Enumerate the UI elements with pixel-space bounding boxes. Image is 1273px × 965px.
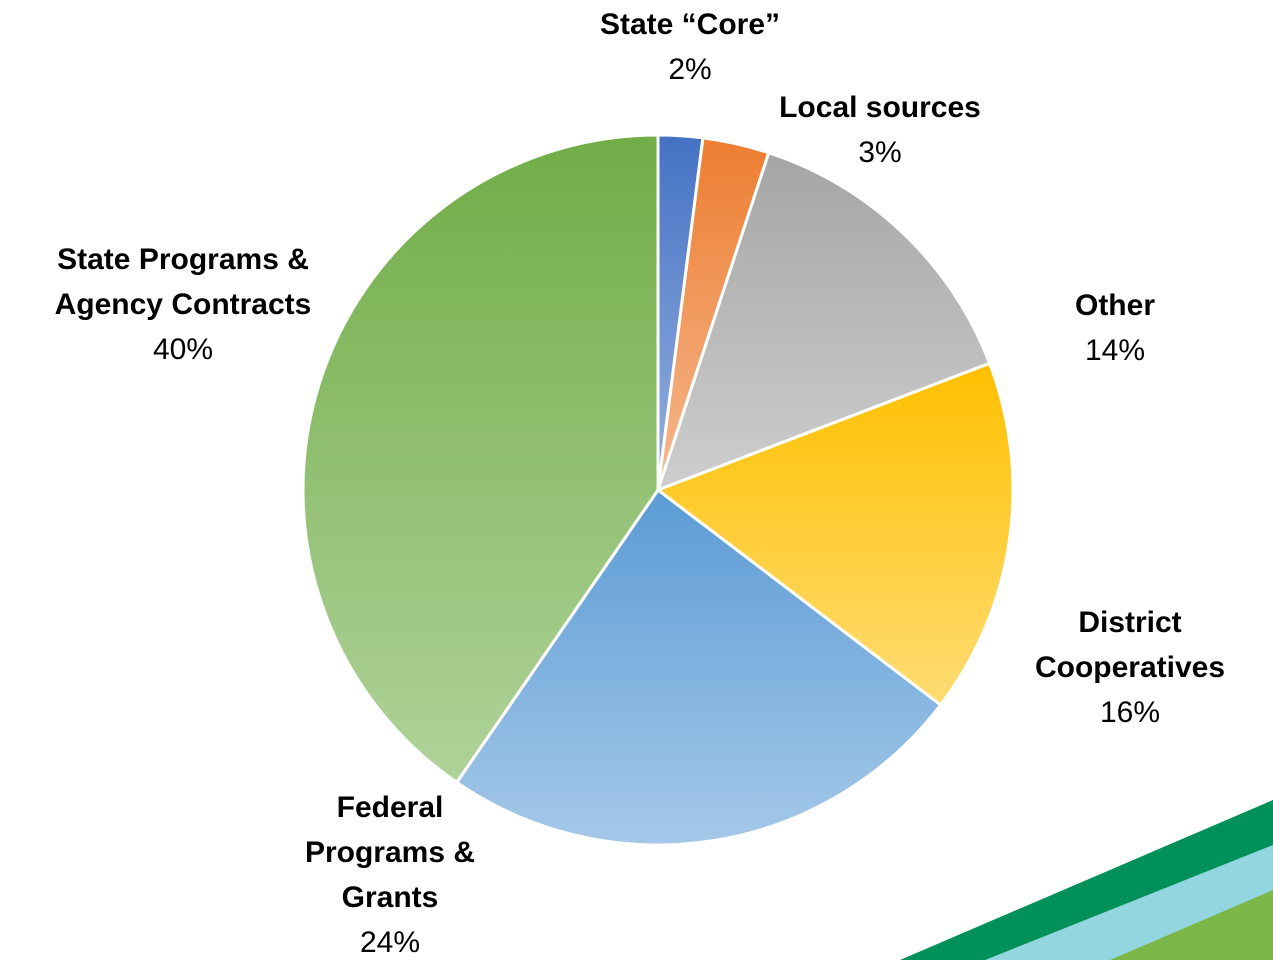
value-label: 2% bbox=[668, 53, 712, 86]
slice-label: State Programs & Agency Contracts 40% bbox=[13, 237, 353, 372]
value-label: 24% bbox=[359, 926, 421, 959]
slice-label: Federal Programs & Grants 24% bbox=[280, 785, 500, 965]
pie-slice bbox=[654, 361, 1015, 708]
value-label: 40% bbox=[152, 333, 214, 366]
category-label: State “Core” bbox=[599, 8, 781, 41]
category-label: Federal Programs & Grants bbox=[304, 791, 476, 914]
slice-label: District Cooperatives 16% bbox=[1000, 600, 1260, 735]
slice-label: State “Core” 2% bbox=[490, 2, 890, 92]
pie-slice bbox=[301, 133, 660, 785]
category-label: Other bbox=[1074, 289, 1155, 322]
value-label: 14% bbox=[1084, 334, 1146, 367]
pie-slice bbox=[454, 487, 943, 847]
value-label: 16% bbox=[1099, 696, 1161, 729]
category-label: State Programs & Agency Contracts bbox=[54, 243, 312, 321]
slice-label: Other 14% bbox=[965, 283, 1265, 373]
slice-label: Local sources 3% bbox=[680, 85, 1080, 175]
category-label: Local sources bbox=[779, 91, 981, 124]
decor-stripe bbox=[1110, 890, 1273, 960]
category-label: District Cooperatives bbox=[1034, 606, 1226, 684]
value-label: 3% bbox=[858, 136, 902, 169]
pie-slice bbox=[655, 150, 992, 493]
